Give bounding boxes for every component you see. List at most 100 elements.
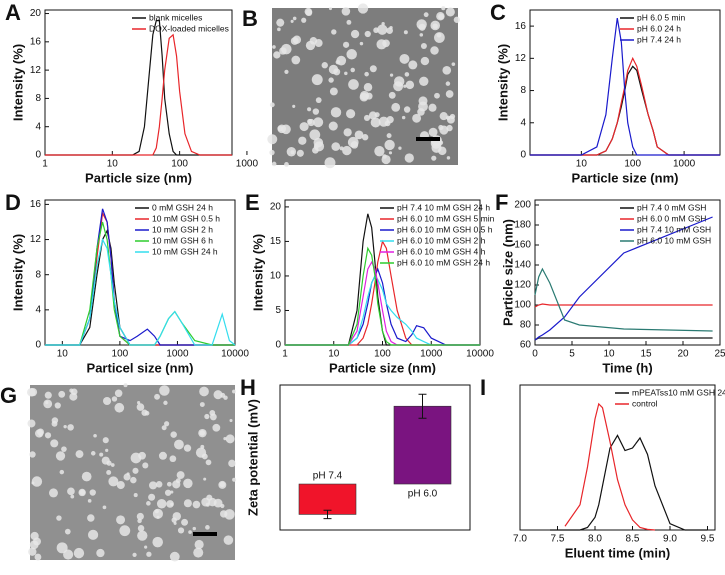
particle [87, 514, 95, 522]
y-tick-label: 12 [30, 65, 42, 76]
x-tick-label: 1000 [166, 349, 189, 360]
plot-frame [519, 384, 716, 531]
particle [67, 424, 74, 431]
particle [292, 16, 297, 21]
particle [309, 129, 321, 141]
particle [166, 481, 172, 487]
x-tick-label: 7.0 [513, 534, 527, 545]
particle [144, 545, 148, 549]
legend-label: pH 6.0 10 mM GSH 0.5 h [397, 224, 493, 234]
particle [164, 421, 170, 427]
particle [307, 107, 312, 112]
legend-label: mPEATss10 mM GSH 24 h [632, 387, 725, 397]
particle [286, 147, 297, 157]
series-line [534, 337, 713, 341]
particle [63, 424, 67, 429]
y-tick-label: 10 [270, 271, 282, 282]
particle [405, 80, 415, 90]
x-axis-label: Particle size (nm) [329, 360, 436, 375]
particle [232, 477, 237, 482]
legend-label: pH 6.0 10 mM GSH 2 h [397, 235, 486, 245]
particle [346, 19, 352, 25]
particle [290, 19, 294, 23]
particle [48, 488, 58, 498]
x-tick-label: 10 [603, 349, 615, 360]
particle [172, 480, 181, 489]
particle [27, 419, 36, 428]
particle [228, 459, 236, 468]
particle [296, 149, 304, 157]
series-line [530, 17, 720, 156]
particle [301, 17, 307, 23]
particle [146, 501, 151, 506]
particle [163, 400, 168, 406]
particle [298, 136, 307, 145]
x-tick-label: 8.5 [626, 534, 640, 545]
bar [393, 405, 452, 485]
particle [335, 59, 341, 65]
particle [172, 512, 182, 521]
series-line [550, 434, 708, 531]
legend-label: 10 mM GSH 6 h [152, 235, 213, 245]
particle [177, 527, 185, 534]
particle [445, 7, 455, 17]
particle [173, 521, 177, 525]
series-line [45, 237, 236, 346]
particle [357, 3, 369, 14]
particle [188, 530, 192, 534]
particle [277, 27, 281, 32]
particle [44, 391, 52, 399]
particle [307, 118, 313, 125]
particle [342, 41, 350, 48]
particle [369, 65, 377, 73]
y-tick-label: 8 [520, 85, 526, 96]
particle [324, 157, 336, 169]
bar [298, 483, 357, 515]
y-tick-label: 20 [30, 8, 42, 19]
particle [141, 409, 148, 416]
particle [361, 134, 369, 141]
x-axis-label: Eluent time (min) [565, 545, 670, 560]
series-line [530, 65, 720, 156]
particle [181, 518, 189, 526]
particle [315, 97, 322, 104]
particle [388, 91, 396, 99]
particle [176, 471, 185, 480]
particle [348, 79, 359, 90]
particle [149, 481, 158, 490]
x-tick-label: 1000 [420, 349, 443, 360]
particle [54, 402, 61, 409]
particle [70, 388, 78, 396]
particle [195, 447, 207, 458]
y-tick-label: 4 [520, 117, 526, 128]
particle [403, 84, 407, 88]
x-tick-label: 100 [624, 159, 641, 170]
particle [359, 92, 369, 102]
particle [419, 33, 424, 37]
particle [305, 40, 316, 51]
particle [232, 389, 236, 394]
particle [158, 451, 167, 460]
x-tick-label: 10 [576, 159, 588, 170]
particle [64, 528, 71, 535]
particle [389, 25, 393, 30]
particle [333, 68, 341, 76]
series-line [534, 216, 713, 341]
series-line [530, 56, 720, 156]
legend-label: pH 6.0 10 mM GSH 24 h [397, 257, 490, 267]
particle [344, 71, 348, 76]
particle [73, 547, 85, 559]
particle [45, 400, 49, 405]
y-tick-label: 100 [514, 300, 531, 311]
particle [403, 106, 411, 113]
plot-frame [534, 199, 721, 346]
legend-label: 10 mM GSH 24 h [152, 246, 218, 256]
particle [156, 498, 167, 509]
particle [224, 509, 235, 520]
particle [412, 113, 422, 123]
particle [399, 53, 410, 64]
y-tick-label: 0 [520, 150, 526, 161]
x-tick-label: 100 [374, 349, 391, 360]
particle [148, 493, 156, 501]
